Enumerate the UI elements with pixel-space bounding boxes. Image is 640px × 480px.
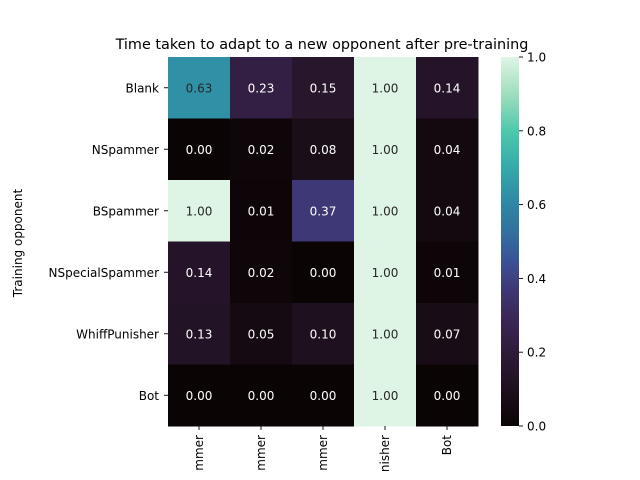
row-label: NSpammer — [92, 143, 159, 157]
cell-value-label: 0.00 — [186, 143, 213, 157]
column-labels: mmer mmer mmer nisher Bot — [192, 426, 454, 472]
cell-value-label: 1.00 — [372, 327, 399, 341]
heatmap-cell — [354, 118, 417, 181]
heatmap-cell — [292, 241, 355, 304]
colorbar: 0.0 0.2 0.4 0.6 0.8 1.0 — [501, 51, 546, 434]
heatmap-cell — [416, 118, 479, 181]
heatmap-cell — [168, 180, 231, 242]
heatmap-cell — [354, 57, 417, 119]
cell-value-label: 0.04 — [434, 143, 461, 157]
column-label: nisher — [378, 435, 392, 472]
colorbar-gradient — [501, 57, 519, 426]
heatmap-cell — [416, 241, 479, 304]
cell-value-label: 0.15 — [310, 81, 337, 95]
column-label: mmer — [316, 435, 330, 471]
heatmap-cell — [416, 303, 479, 365]
heatmap-cell — [230, 57, 293, 119]
heatmap-cell — [168, 241, 231, 304]
heatmap-cell — [168, 118, 231, 181]
heatmap-cell — [416, 180, 479, 242]
heatmap-cell — [168, 57, 231, 119]
colorbar-tick-label: 0.8 — [527, 124, 546, 138]
cell-value-label: 0.02 — [248, 266, 275, 280]
chart-title: Time taken to adapt to a new opponent af… — [115, 37, 529, 53]
column-label: mmer — [192, 435, 206, 471]
heatmap-cell — [230, 241, 293, 304]
heatmap-cell — [292, 303, 355, 365]
row-label: NSpecialSpammer — [49, 266, 160, 280]
heatmap-cell — [292, 57, 355, 119]
cell-value-label: 0.37 — [310, 204, 337, 218]
cell-value-label: 1.00 — [372, 389, 399, 403]
heatmap-cell — [230, 303, 293, 365]
colorbar-tick-label: 1.0 — [527, 51, 546, 65]
heatmap-cell — [354, 303, 417, 365]
y-axis-label: Training opponent — [11, 189, 25, 299]
heatmap-cell — [168, 364, 231, 427]
heatmap-cell — [292, 364, 355, 427]
heatmap-cell — [292, 118, 355, 181]
cell-value-label: 0.13 — [186, 327, 213, 341]
heatmap-cell — [168, 303, 231, 365]
cell-value-label: 0.02 — [248, 143, 275, 157]
heatmap-cell — [416, 364, 479, 427]
heatmap-cells: 0.63 0.23 0.15 1.00 0.14 0.00 0.02 0.08 1.00 0.04… — [168, 57, 479, 427]
heatmap-cell — [354, 241, 417, 304]
cell-value-label: 0.00 — [310, 389, 337, 403]
cell-value-label: 0.05 — [248, 327, 275, 341]
row-label: Bot — [139, 389, 160, 403]
cell-value-label: 1.00 — [186, 204, 213, 218]
heatmap-cell — [354, 180, 417, 242]
column-label: Bot — [440, 435, 454, 456]
row-labels: Blank NSpammer BSpammer NSpecialSpammer Whif… — [49, 81, 168, 403]
cell-value-label: 0.14 — [434, 81, 461, 95]
colorbar-tick-label: 0.4 — [527, 272, 546, 286]
colorbar-tick-label: 0.2 — [527, 346, 546, 360]
heatmap-cell — [416, 57, 479, 119]
row-label: Blank — [126, 81, 160, 95]
cell-value-label: 0.01 — [434, 266, 461, 280]
cell-value-label: 0.00 — [310, 266, 337, 280]
cell-value-label: 0.01 — [248, 204, 275, 218]
colorbar-tick-label: 0.0 — [527, 420, 546, 434]
heatmap-cell — [354, 364, 417, 427]
cell-value-label: 0.23 — [248, 81, 275, 95]
heatmap-cell — [230, 118, 293, 181]
cell-value-label: 1.00 — [372, 266, 399, 280]
heatmap-cell — [230, 364, 293, 427]
row-label: BSpammer — [93, 204, 159, 218]
cell-value-label: 0.00 — [186, 389, 213, 403]
cell-value-label: 1.00 — [372, 81, 399, 95]
cell-value-label: 0.08 — [310, 143, 337, 157]
column-label: mmer — [254, 435, 268, 471]
cell-value-label: 0.63 — [186, 81, 213, 95]
cell-value-label: 0.10 — [310, 327, 337, 341]
heatmap-cell — [292, 180, 355, 242]
row-label: WhiffPunisher — [76, 327, 159, 341]
cell-value-label: 1.00 — [372, 143, 399, 157]
cell-value-label: 0.00 — [434, 389, 461, 403]
cell-value-label: 0.00 — [248, 389, 275, 403]
colorbar-tick-label: 0.6 — [527, 198, 546, 212]
cell-value-label: 0.14 — [186, 266, 213, 280]
cell-value-label: 1.00 — [372, 204, 399, 218]
heatmap-cell — [230, 180, 293, 242]
cell-value-label: 0.07 — [434, 327, 461, 341]
cell-value-label: 0.04 — [434, 204, 461, 218]
